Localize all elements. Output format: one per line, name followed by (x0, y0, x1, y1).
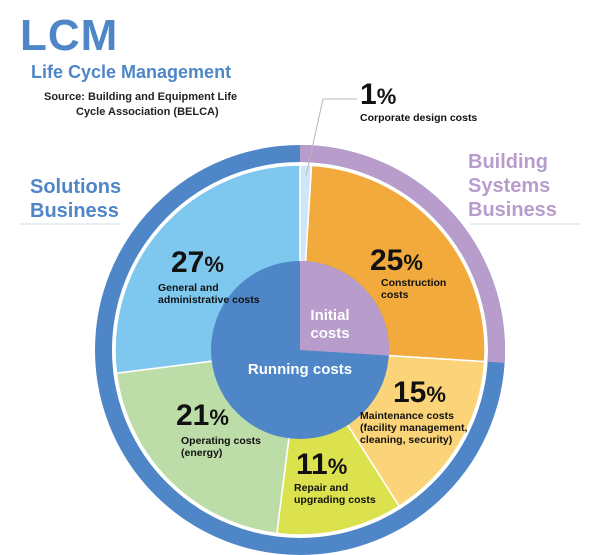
desc-label-maintenance-1: Maintenance costs (360, 410, 454, 422)
desc-label-repair-upgrading-1: Repair and (294, 482, 348, 494)
desc-label-maintenance-2: (facility management, (360, 422, 467, 434)
desc-label-corporate-design-1: Corporate design costs (360, 112, 477, 124)
initial-costs-label-2: costs (310, 325, 349, 342)
desc-label-general-administrative-1: General and (158, 282, 219, 294)
solutions-business-line-2: Business (30, 200, 119, 222)
source-line-1: Source: Building and Equipment Life (44, 91, 238, 103)
initial-costs-wedge (300, 261, 389, 356)
building-systems-business-ring (300, 145, 505, 363)
desc-label-operating-2: (energy) (181, 447, 222, 459)
page-subtitle: Life Cycle Management (31, 62, 232, 82)
desc-label-construction-2: costs (381, 289, 409, 301)
building-systems-line-3: Business (468, 199, 557, 221)
solutions-business-label: Solutions Business (30, 175, 121, 223)
corporate-leader-line (305, 98, 357, 176)
source-line-2: Cycle Association (BELCA) (76, 106, 219, 118)
desc-label-construction-1: Construction (381, 277, 446, 289)
page-title: LCM (20, 11, 119, 60)
pct-label-repair-upgrading: 11% (296, 448, 347, 481)
solutions-business-line-1: Solutions (30, 176, 122, 198)
desc-label-maintenance-3: cleaning, security) (360, 434, 452, 446)
desc-label-repair-upgrading-2: upgrading costs (294, 494, 376, 506)
desc-label-general-administrative-2: administrative costs (158, 294, 260, 306)
pct-label-corporate-design: 1% (360, 78, 396, 111)
pct-label-construction: 25% (370, 244, 423, 277)
pct-label-general-administrative: 27% (171, 246, 224, 279)
running-costs-label: Running costs (248, 361, 352, 378)
pct-label-maintenance: 15% (393, 376, 446, 409)
initial-costs-label-1: Initial (310, 307, 349, 324)
source-note: Source: Building and Equipment Life Cycl… (44, 90, 264, 120)
building-systems-line-1: Building (468, 151, 548, 173)
desc-label-operating-1: Operating costs (181, 435, 261, 447)
building-systems-business-label: Building Systems Business (468, 150, 557, 222)
building-systems-line-2: Systems (468, 175, 551, 197)
pct-label-operating: 21% (176, 399, 229, 432)
